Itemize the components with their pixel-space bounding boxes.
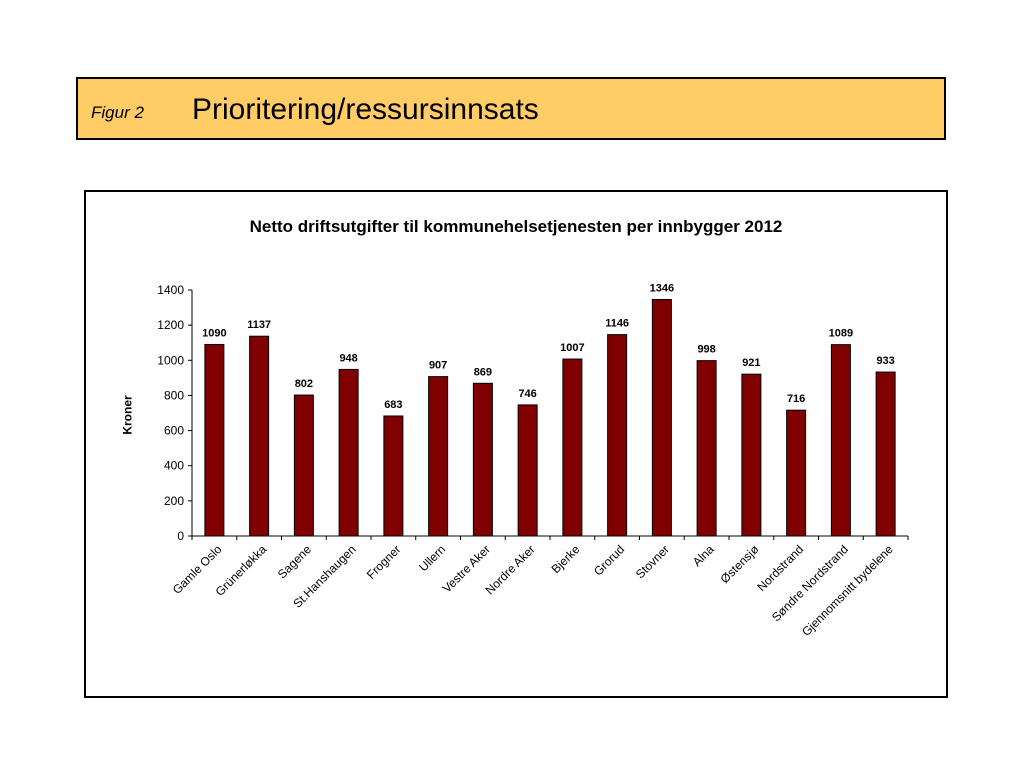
x-category-label: Ullern [416, 542, 448, 574]
bar-value-label: 716 [787, 393, 805, 405]
bar-value-label: 869 [474, 366, 492, 378]
figure-header: Figur 2 Prioritering/ressursinnsats [76, 77, 946, 140]
bar-value-label: 802 [295, 378, 313, 390]
chart-container: Netto driftsutgifter til kommunehelsetje… [84, 190, 948, 698]
y-tick-label: 400 [164, 459, 184, 473]
bar [428, 376, 449, 537]
x-category-label: Frogner [364, 542, 404, 582]
bar [830, 344, 851, 537]
bar [651, 298, 672, 537]
x-category-label: Gjennomsnitt bydelene [799, 542, 896, 639]
bar [204, 343, 225, 537]
bar-value-label: 1137 [247, 319, 271, 331]
bar [741, 373, 762, 537]
y-tick-label: 600 [164, 424, 184, 438]
bar-value-label: 948 [339, 352, 357, 364]
bar-value-label: 1346 [650, 282, 674, 294]
bar [875, 371, 896, 537]
bar [786, 409, 807, 537]
x-category-label: Grorud [591, 542, 627, 578]
bar [249, 335, 270, 537]
chart-title: Netto driftsutgifter til kommunehelsetje… [249, 217, 783, 236]
y-tick-label: 1000 [157, 353, 184, 367]
figure-label: Figur 2 [91, 103, 144, 122]
bar-value-label: 1090 [202, 327, 226, 339]
bar-value-label: 921 [742, 357, 760, 369]
x-category-label: Østensjø [718, 542, 762, 586]
bar [517, 404, 538, 537]
x-category-label: Sagene [275, 542, 314, 581]
bar-value-label: 683 [384, 399, 402, 411]
bar-value-label: 907 [429, 360, 447, 372]
x-category-label: Søndre Nordstrand [769, 542, 851, 624]
bar [383, 415, 404, 537]
page-title: Prioritering/ressursinnsats [192, 93, 539, 126]
bar-value-label: 746 [518, 388, 536, 400]
bar-value-label: 933 [876, 355, 894, 367]
x-category-label: Stovner [633, 542, 672, 581]
bar [607, 334, 628, 537]
bar-value-label: 1007 [560, 342, 584, 354]
y-tick-label: 200 [164, 494, 184, 508]
y-tick-label: 0 [177, 529, 184, 543]
x-category-label: Alna [690, 542, 717, 569]
bar-value-label: 998 [697, 344, 715, 356]
y-tick-label: 1200 [157, 318, 184, 332]
x-category-label: Bjerke [549, 542, 583, 576]
bar [562, 358, 583, 537]
bar [696, 360, 717, 537]
y-tick-label: 1400 [157, 283, 184, 297]
bar-value-label: 1089 [829, 328, 853, 340]
bar [338, 368, 359, 537]
bar-value-label: 1146 [605, 318, 629, 330]
bar [293, 394, 314, 537]
bar [472, 382, 493, 537]
y-tick-label: 800 [164, 388, 184, 402]
